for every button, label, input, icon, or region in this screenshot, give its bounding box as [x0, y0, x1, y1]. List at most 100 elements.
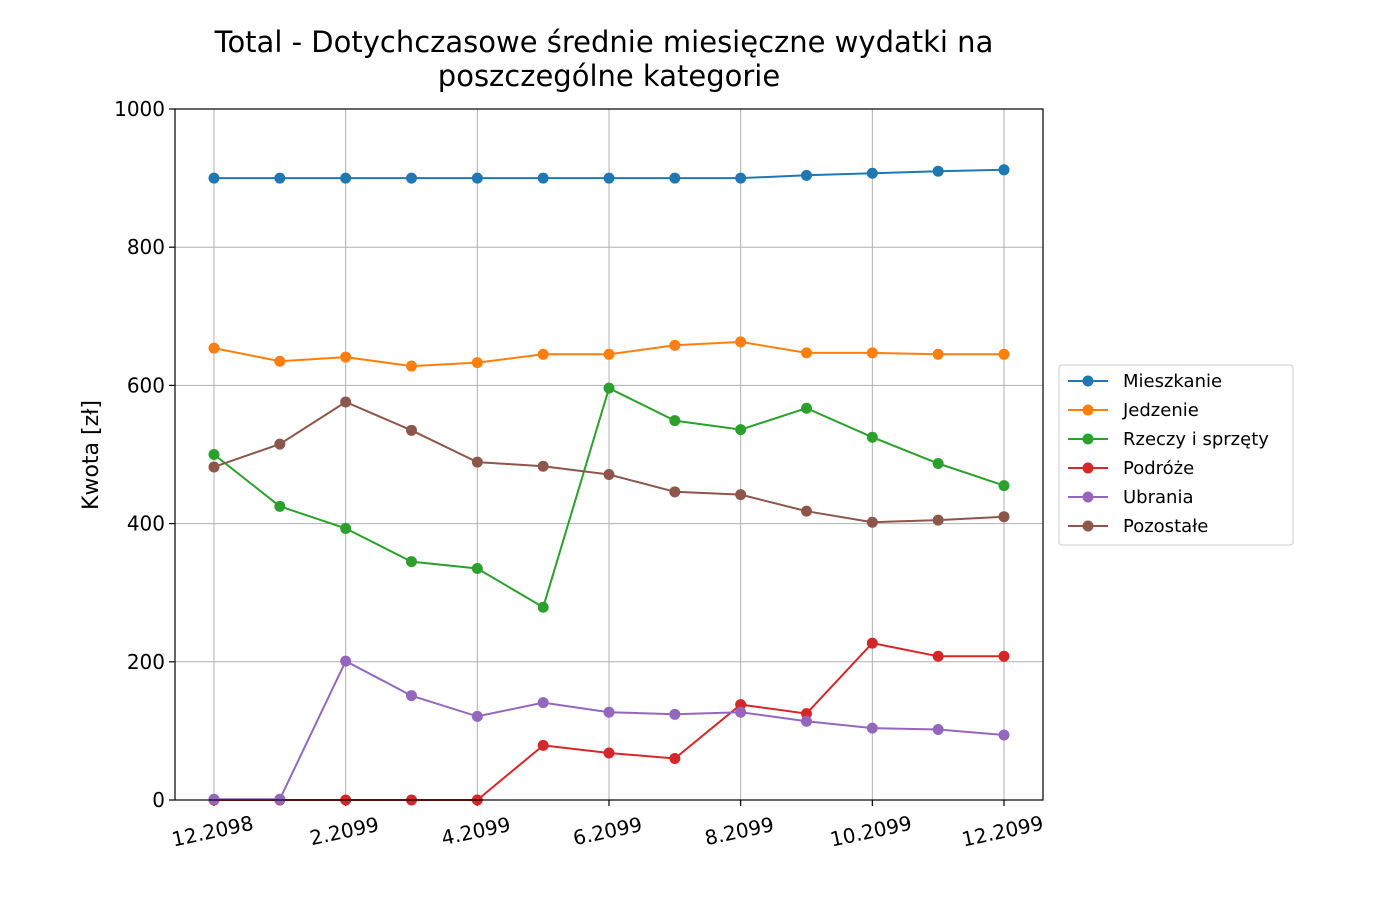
data-point	[998, 511, 1010, 523]
y-axis-label: Kwota [zł]	[79, 400, 104, 510]
data-point	[669, 486, 681, 498]
y-tick-label: 1000	[114, 97, 165, 121]
legend-label: Ubrania	[1123, 487, 1193, 508]
data-point	[603, 382, 615, 394]
data-point	[603, 747, 615, 759]
data-point	[406, 556, 417, 568]
data-point	[406, 424, 417, 436]
data-point	[801, 505, 812, 517]
x-tick-label: 10.2099	[828, 811, 914, 852]
data-point	[340, 522, 352, 534]
data-point	[471, 172, 483, 184]
data-point	[340, 396, 352, 408]
data-point	[274, 355, 286, 367]
data-point	[735, 172, 747, 184]
data-point	[208, 172, 220, 184]
data-point	[537, 739, 549, 751]
x-tick-label: 12.2099	[960, 811, 1046, 852]
y-tick-label: 0	[152, 788, 165, 812]
data-point	[471, 357, 483, 369]
data-point	[208, 449, 220, 460]
data-point	[932, 165, 944, 177]
data-point	[932, 650, 944, 662]
x-tick-label: 4.2099	[439, 812, 512, 850]
data-point	[537, 348, 549, 360]
data-point	[669, 415, 681, 427]
data-point	[471, 456, 483, 468]
data-point	[208, 461, 220, 473]
data-point	[603, 469, 615, 481]
data-point	[866, 637, 878, 649]
plot-area-frame	[174, 108, 1044, 801]
data-point	[866, 167, 878, 179]
data-point	[208, 793, 220, 805]
data-point	[998, 729, 1010, 741]
data-point	[406, 690, 417, 702]
data-point	[932, 348, 944, 360]
data-point	[669, 753, 681, 765]
ticks-layer: 0 200 400 600 800 1000 12.2098 2.2099 4.2099 6.20…	[114, 97, 1045, 851]
data-point	[669, 339, 681, 351]
chart-title-line-1: Total - Dotychczasowe średnie miesięczne…	[214, 25, 994, 59]
legend-label: Jedzenie	[1122, 400, 1199, 421]
data-point	[537, 172, 549, 184]
data-point	[471, 563, 483, 575]
x-tick-label: 6.2099	[571, 812, 644, 850]
data-point	[866, 431, 878, 443]
legend-swatch-marker	[1082, 375, 1094, 387]
data-point	[274, 793, 286, 805]
data-point	[537, 601, 549, 613]
x-tick-label: 8.2099	[702, 812, 775, 850]
data-point	[932, 457, 944, 469]
data-point	[340, 172, 352, 184]
data-point	[603, 348, 615, 360]
data-point	[866, 347, 878, 359]
data-point	[537, 697, 549, 709]
data-point	[471, 710, 483, 722]
legend-swatch-marker	[1082, 404, 1094, 416]
data-point	[735, 699, 747, 711]
data-point	[735, 706, 747, 718]
data-point	[208, 342, 220, 354]
data-point	[801, 347, 812, 359]
x-tick-label: 12.2098	[170, 811, 256, 852]
data-point	[340, 351, 352, 363]
data-point	[932, 724, 944, 736]
x-tick-label: 2.2099	[307, 812, 380, 850]
legend-label: Mieszkanie	[1123, 371, 1222, 392]
y-tick-label: 200	[127, 650, 165, 674]
data-point	[998, 480, 1010, 492]
chart-title-line-2: poszczególne kategorie	[438, 59, 780, 93]
data-point	[735, 424, 747, 436]
data-point	[603, 172, 615, 184]
legend-label: Podróże	[1123, 458, 1194, 479]
legend-swatch-marker	[1082, 433, 1094, 445]
legend-swatch-marker	[1082, 462, 1094, 474]
legend-box	[1058, 364, 1294, 546]
data-point	[735, 336, 747, 348]
data-point	[406, 172, 417, 184]
data-point	[932, 514, 944, 526]
data-point	[801, 169, 812, 181]
data-point	[537, 460, 549, 472]
legend-label: Pozostałe	[1123, 516, 1208, 537]
legend-label: Rzeczy i sprzęty	[1123, 429, 1269, 450]
data-point	[735, 489, 747, 501]
data-point	[801, 715, 812, 727]
data-point	[998, 650, 1010, 662]
y-tick-label: 800	[127, 235, 165, 259]
data-point	[801, 708, 812, 720]
data-point	[669, 708, 681, 720]
data-point	[801, 402, 812, 414]
data-point	[866, 722, 878, 734]
grid-layer	[175, 108, 1043, 801]
data-point	[340, 655, 352, 667]
data-point	[669, 172, 681, 184]
data-point	[406, 360, 417, 372]
legend: Mieszkanie Jedzenie Rzeczy i sprzęty Podróż…	[1058, 364, 1294, 546]
y-tick-label: 600	[127, 373, 165, 397]
data-point	[274, 500, 286, 512]
data-point	[866, 516, 878, 528]
